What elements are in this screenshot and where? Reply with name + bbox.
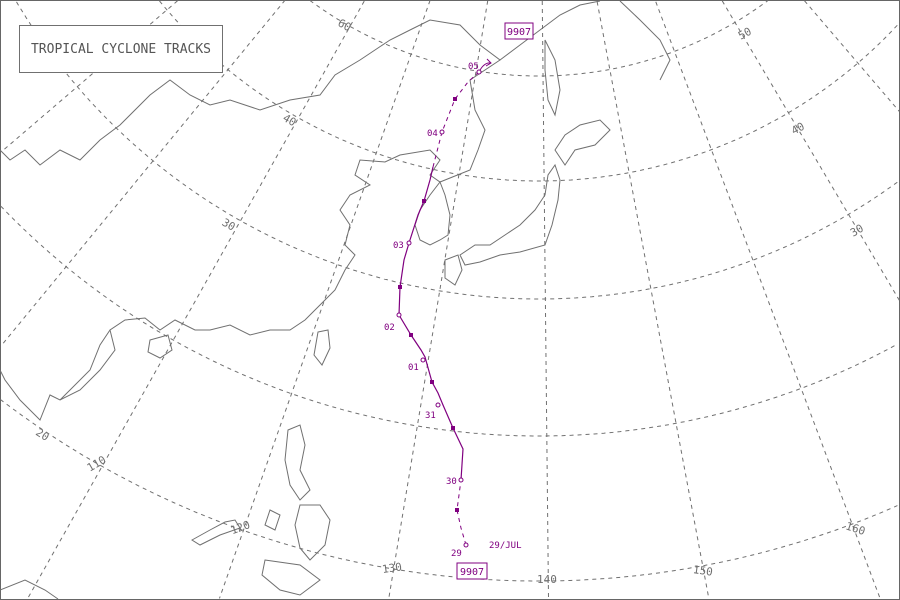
longitude-line-100 [0, 0, 286, 347]
track-point-00z [420, 357, 426, 363]
longitude-line-130 [388, 0, 489, 599]
track-segment-weak [456, 479, 467, 546]
track-segment-storm [398, 166, 464, 481]
longitude-line-140 [541, 0, 550, 599]
track-point-12z [451, 426, 455, 430]
track-id-end: 9907 [507, 27, 531, 38]
longitude-line-90 [1, 0, 178, 153]
day-label-31: 31 [425, 411, 436, 421]
track-point-12z [409, 333, 413, 337]
lat-label-60: 60 [336, 16, 354, 34]
lat-label-40: 40 [280, 111, 298, 129]
lon-label-130: 130 [381, 560, 402, 576]
coast-russia-east [499, 0, 671, 81]
lat-label-30: 30 [220, 216, 238, 234]
day-label-05: 05 [468, 62, 479, 72]
track-segment-extratropical [432, 71, 480, 168]
graticule-labels: 110 120 130 140 150 160 20 30 30 40 40 5… [33, 16, 867, 586]
coast-hainan [147, 334, 173, 359]
lat-label-40-right: 40 [789, 120, 807, 138]
track-point-12z [453, 97, 457, 101]
track-id-box-start [456, 562, 488, 580]
longitude-line-170 [721, 0, 900, 301]
coast-luzon [284, 424, 311, 501]
latitude-line-40 [159, 0, 900, 182]
coast-kyushu [444, 254, 463, 286]
longitude-line-150 [596, 1, 710, 600]
longitude-line-110 [27, 0, 365, 600]
map-title: TROPICAL CYCLONE TRACKS [19, 25, 223, 73]
lat-label-30-right: 30 [848, 222, 866, 240]
lon-label-150: 150 [692, 563, 713, 579]
track-point-00z [406, 240, 412, 246]
coast-palawan [191, 519, 241, 546]
coastlines [0, 0, 671, 600]
day-label-30: 30 [446, 477, 457, 487]
coast-vietnam [59, 329, 111, 401]
track-point-12z [455, 508, 459, 512]
track-point-00z [396, 312, 402, 318]
start-date-label: 29/JUL [489, 541, 522, 551]
coast-japan-honshu [459, 163, 561, 266]
cyclone-track-9907 [396, 58, 492, 548]
coast-asia-mainland [0, 19, 501, 421]
lon-label-120: 120 [229, 518, 252, 537]
lon-label-110: 110 [85, 453, 109, 474]
track-point-00z [463, 542, 469, 548]
longitude-line-180 [804, 0, 900, 112]
latitude-line-10 [0, 399, 898, 582]
coast-borneo [0, 579, 59, 600]
coast-taiwan [313, 329, 331, 366]
latitude-line-20 [0, 205, 898, 437]
coast-philippines-south [261, 504, 331, 596]
latitude-line-30 [16, 1, 899, 300]
coast-korea [414, 180, 451, 246]
coast-sakhalin [544, 39, 561, 117]
track-point-12z [430, 380, 434, 384]
track-point-12z [422, 199, 426, 203]
lat-label-20: 20 [33, 426, 51, 444]
longitude-line-120 [218, 0, 431, 599]
latitude-line-50 [309, 0, 769, 77]
track-point-00z [439, 129, 445, 135]
coast-hokkaido [554, 119, 611, 166]
track-id-start: 9907 [460, 567, 484, 578]
day-label-01: 01 [408, 363, 419, 373]
track-id-box-end [504, 22, 534, 40]
track-labels: 29 30 31 01 02 03 04 05 29/JUL 9907 9907 [384, 22, 534, 580]
day-label-03: 03 [393, 241, 404, 251]
lat-label-50: 50 [736, 25, 754, 43]
track-point-00z [476, 69, 482, 75]
track-point-00z [435, 402, 441, 408]
track-point-12z [398, 285, 402, 289]
longitude-line-160 [655, 1, 881, 600]
track-point-00z [458, 477, 464, 483]
lon-label-140: 140 [537, 573, 557, 586]
day-label-04: 04 [427, 129, 438, 139]
lon-label-160: 160 [844, 519, 867, 538]
day-label-29: 29 [451, 549, 462, 559]
day-label-02: 02 [384, 323, 395, 333]
